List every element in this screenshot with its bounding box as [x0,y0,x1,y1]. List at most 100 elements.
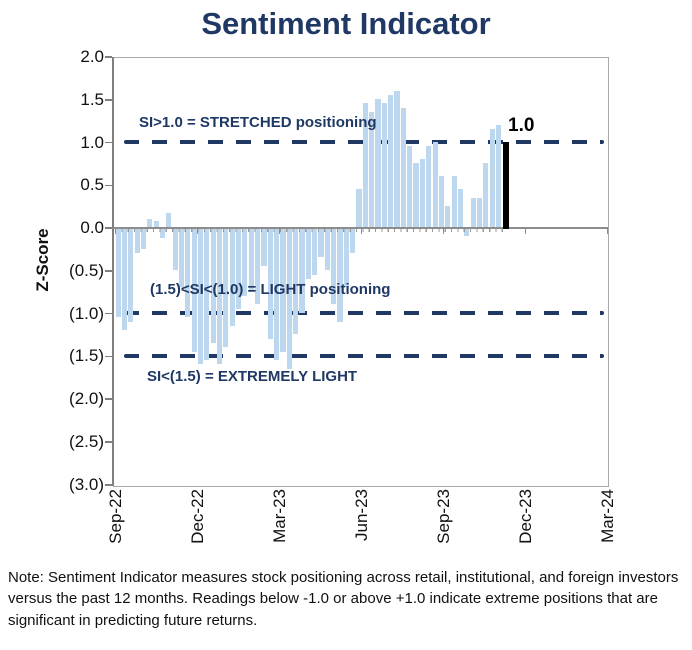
bar [140,227,147,249]
bar [235,227,242,309]
bar [394,90,400,228]
bar [476,197,483,228]
y-axis-line [112,57,114,486]
current-value-label: 1.0 [508,115,535,136]
bar [210,227,216,343]
bar [419,159,425,228]
bar [350,227,356,254]
bar [121,227,128,331]
x-axis-minor-ticks [115,228,505,232]
y-tick-label: (1.5) [69,346,104,366]
bar [489,129,495,228]
y-tick-mark [105,441,112,443]
bar [267,227,273,339]
bar [274,227,280,361]
bar [128,227,134,322]
y-tick-mark [105,99,112,101]
bar [216,227,223,365]
annotation-stretched: SI>1.0 = STRETCHED positioning [139,114,377,131]
annotation-extremely-light: SI<(1.5) = EXTREMELY LIGHT [147,368,358,385]
y-tick-mark [105,184,112,187]
bar [153,220,159,228]
x-major-tick [360,228,362,234]
bar [305,227,311,279]
y-tick-label: 0.5 [80,175,104,195]
bar [375,99,381,228]
y-tick-label: 0.0 [80,218,104,238]
y-tick-label: 1.0 [80,132,104,152]
bar [134,227,140,254]
y-tick-label: (1.0) [69,303,104,323]
bar [280,227,286,352]
bar [166,212,172,228]
bar [388,94,394,228]
bar [242,227,248,296]
y-tick-mark [105,56,112,58]
x-major-tick [524,228,526,234]
bar [248,227,254,292]
bar [426,146,432,228]
bar [470,197,476,228]
bar [331,227,337,305]
y-tick-mark [105,398,112,400]
x-tick-label: Mar-24 [597,489,617,543]
x-tick-label: Dec-22 [187,489,207,544]
x-tick-label: Sep-22 [105,489,125,544]
bar [286,227,292,369]
y-tick-mark [105,355,112,358]
bar [407,146,413,228]
bar [299,227,305,314]
bar [204,227,210,361]
bar [451,176,457,228]
bar [356,189,362,228]
bar [191,227,197,352]
y-tick-label: (2.0) [69,389,104,409]
footnote: Note: Sentiment Indicator measures stock… [8,569,679,629]
x-tick-label: Sep-23 [433,489,453,544]
y-tick-mark [105,312,112,315]
bar [229,227,235,326]
bar [381,103,387,228]
reference-line--1 [124,311,604,316]
bar [343,227,349,288]
y-tick-mark [105,227,112,229]
y-tick-mark [105,270,112,272]
x-tick-label: Dec-23 [515,489,535,544]
bar [197,227,204,365]
bar [159,227,166,238]
bar [483,163,489,228]
y-tick-label: 2.0 [80,47,104,66]
bar [115,227,121,318]
zero-axis-line [113,227,608,229]
bar [438,176,445,228]
bar [172,227,178,271]
y-tick-mark [105,141,112,144]
x-tick-label: Jun-23 [351,489,371,541]
bar [318,227,324,258]
bar [324,227,330,271]
bar [147,218,153,228]
y-tick-label: (3.0) [69,474,104,494]
x-major-tick [442,228,444,234]
x-major-tick [606,228,608,234]
bar [223,227,229,348]
bar [185,227,191,318]
bar [293,227,299,335]
current-value-marker [502,141,509,230]
bar [457,189,464,228]
chart-title: Sentiment Indicator [201,6,491,41]
bar [178,227,185,288]
x-major-tick [114,228,116,234]
x-major-tick [196,228,198,234]
bar [413,163,419,228]
y-tick-label: (2.5) [69,431,104,451]
bar [254,227,261,305]
bar [362,103,368,228]
bar [432,141,438,228]
bar [400,107,406,228]
bar [261,227,267,266]
reference-line--1.5 [124,353,604,358]
bar [464,227,470,237]
y-tick-mark [105,484,112,486]
